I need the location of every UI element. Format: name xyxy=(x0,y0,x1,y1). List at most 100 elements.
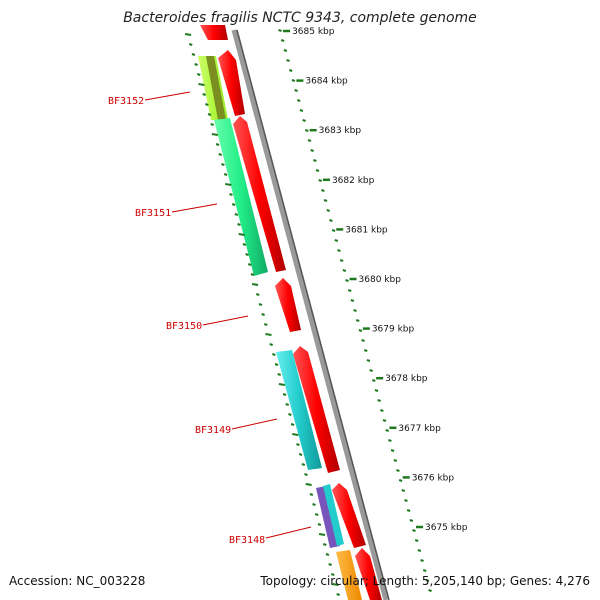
tick-mark xyxy=(398,479,403,482)
tick-mark xyxy=(313,159,317,162)
tick-mark xyxy=(278,29,282,32)
tick-mark xyxy=(277,373,282,376)
cog-block-cyan-small[interactable] xyxy=(323,484,344,546)
tick-mark xyxy=(288,69,293,72)
tick-mark xyxy=(301,463,306,466)
tick-mark xyxy=(207,113,212,116)
tick-mark xyxy=(261,313,265,316)
gene-label[interactable]: BF3151 xyxy=(135,208,171,219)
tick-mark xyxy=(298,453,303,456)
scale-label: 3685 kbp xyxy=(292,27,335,37)
tick-mark xyxy=(353,309,357,312)
cog-block-cyan[interactable] xyxy=(276,350,322,470)
tick-mark xyxy=(229,193,233,196)
tick-mark xyxy=(205,103,209,106)
tick-mark xyxy=(330,573,335,576)
tick-mark xyxy=(390,449,395,452)
tick-mark xyxy=(302,119,306,122)
tick-mark xyxy=(307,139,312,142)
tick-mark xyxy=(272,353,276,356)
tick-mark xyxy=(380,409,384,412)
tick-mark xyxy=(342,269,347,272)
tick-mark xyxy=(339,259,344,262)
gene-leader-line xyxy=(202,315,249,326)
tick-mark xyxy=(269,343,273,346)
tick-mark xyxy=(282,393,287,396)
tick-mark xyxy=(292,433,299,436)
scale-label: 3675 kbp xyxy=(425,523,468,533)
gene-leader-line xyxy=(231,418,278,430)
cds-arrow[interactable] xyxy=(275,278,301,332)
scale-tick-column xyxy=(278,29,432,592)
tick-mark xyxy=(428,589,432,592)
gene-label[interactable]: BF3149 xyxy=(195,425,231,436)
tick-mark xyxy=(322,543,327,546)
tick-mark xyxy=(409,519,414,522)
tick-mark xyxy=(258,303,263,306)
cog-block-green[interactable] xyxy=(214,118,268,276)
tick-mark xyxy=(296,99,301,102)
tick-mark xyxy=(231,203,236,206)
tick-mark xyxy=(245,253,249,256)
tick-mark xyxy=(331,229,336,232)
scale-label: 3681 kbp xyxy=(345,225,388,235)
scale-label: 3682 kbp xyxy=(332,176,375,186)
map-title: Bacteroides fragilis NCTC 9343, complete… xyxy=(123,10,477,26)
cds-arrow[interactable] xyxy=(355,548,382,600)
tick-mark xyxy=(218,153,223,156)
tick-mark xyxy=(194,63,198,66)
tick-mark xyxy=(221,163,225,166)
tick-mark xyxy=(337,249,341,252)
cds-arrow[interactable] xyxy=(233,116,286,272)
tick-mark xyxy=(225,183,232,186)
gene-label[interactable]: BF3148 xyxy=(229,535,265,546)
tick-mark xyxy=(215,143,220,146)
tick-mark xyxy=(332,583,339,586)
tick-mark xyxy=(417,549,422,552)
cog-block-olive[interactable] xyxy=(206,56,226,120)
scale-label: 3679 kbp xyxy=(372,325,415,335)
gene-labels: BF3152 BF3151 BF3150 BF3149 BF3148 xyxy=(108,91,312,546)
tick-mark xyxy=(237,223,241,226)
gene-label[interactable]: BF3152 xyxy=(108,96,144,107)
tick-mark xyxy=(210,123,215,126)
tick-mark xyxy=(283,49,288,52)
tick-mark xyxy=(404,499,408,502)
tick-mark xyxy=(294,89,298,92)
scale-label: 3684 kbp xyxy=(305,77,348,87)
tick-mark xyxy=(312,503,316,506)
tick-mark xyxy=(184,33,192,36)
cds-arrow[interactable] xyxy=(200,25,228,40)
cog-block-orange[interactable] xyxy=(336,550,362,600)
tick-mark xyxy=(223,173,228,176)
tick-mark xyxy=(420,559,424,562)
genome-backbone xyxy=(231,29,389,600)
scale-label: 3676 kbp xyxy=(412,473,455,483)
tick-mark xyxy=(326,209,331,212)
scale-label: 3680 kbp xyxy=(359,275,402,285)
tick-mark xyxy=(191,53,196,56)
tick-mark xyxy=(336,593,340,596)
tick-mark xyxy=(393,459,398,462)
tick-mark xyxy=(385,429,390,432)
tick-mark xyxy=(299,109,304,112)
tick-mark xyxy=(196,73,201,76)
tick-mark xyxy=(388,439,392,442)
tick-mark xyxy=(382,419,387,422)
tick-mark xyxy=(323,199,328,202)
tick-mark xyxy=(288,413,292,416)
cds-arrow[interactable] xyxy=(332,483,366,548)
cds-arrow[interactable] xyxy=(218,50,245,116)
tick-mark xyxy=(318,179,323,182)
cds-arrow[interactable] xyxy=(293,346,340,473)
tick-mark xyxy=(414,539,419,542)
tick-mark xyxy=(321,189,325,192)
scale-label: 3683 kbp xyxy=(319,126,362,136)
gene-label[interactable]: BF3150 xyxy=(166,321,202,332)
tick-mark xyxy=(234,213,239,216)
scale-label: 3678 kbp xyxy=(385,374,428,384)
tick-mark xyxy=(285,403,290,406)
tick-mark xyxy=(318,533,326,536)
tick-mark xyxy=(242,243,247,246)
